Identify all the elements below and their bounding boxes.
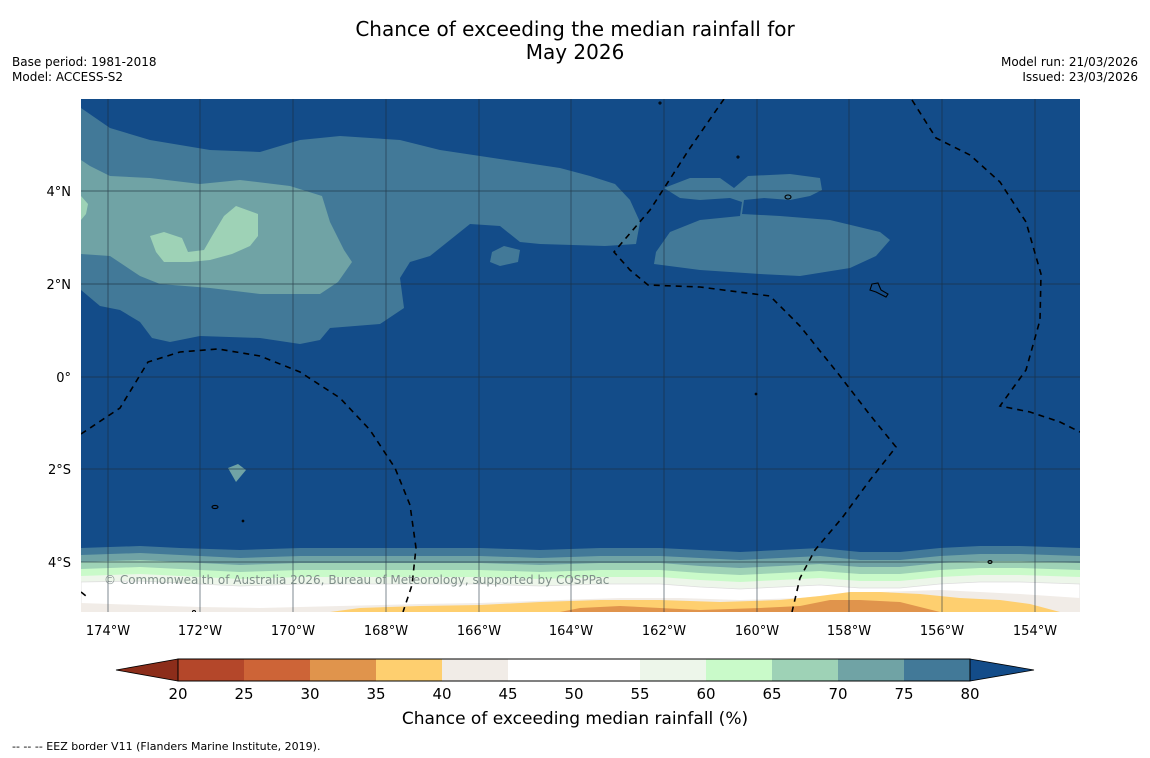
lon-tick-label: 154°W [1013, 624, 1057, 639]
island-outline [987, 560, 993, 564]
colorbar-tick-label: 60 [696, 685, 715, 703]
contour-65-70-patch-1 [150, 206, 258, 262]
contour-70-75-small [228, 464, 246, 482]
lat-tick-label: 4°N [47, 185, 72, 200]
colorbar-segment [376, 659, 442, 681]
colorbar-segment [508, 659, 574, 681]
map-area: © Commonwealth of Australia 2026, Bureau… [81, 99, 1080, 612]
model-text: Model: ACCESS-S2 [12, 70, 124, 84]
model-run-text: Model run: 21/03/2026 [1000, 55, 1138, 69]
lat-tick-label: 2°N [47, 278, 72, 293]
title-line-2: May 2026 [525, 40, 625, 64]
colorbar-tick-label: 25 [234, 685, 253, 703]
colorbar-segment [640, 659, 706, 681]
colorbar-segment [772, 659, 838, 681]
island-outline [736, 155, 740, 159]
colorbar-segment [244, 659, 310, 681]
base-period-text: Base period: 1981-2018 [12, 55, 157, 69]
colorbar: 20 25 30 35 40 45 50 55 60 65 70 75 80 [115, 658, 1035, 703]
eez-border-central [612, 99, 898, 612]
colorbar-segments [178, 659, 970, 681]
lat-tick-label: 2°S [48, 463, 71, 478]
eez-borders [81, 99, 1080, 612]
meta-right: Model run: 21/03/2026 Issued: 23/03/2026 [1001, 55, 1138, 85]
lon-tick-label: 164°W [549, 624, 593, 639]
colorbar-extend-low [115, 658, 179, 682]
lat-tick-labels: 4°N 2°N 0° 2°S 4°S [47, 185, 72, 571]
island-outline [658, 101, 662, 105]
meta-left: Base period: 1981-2018 Model: ACCESS-S2 [12, 55, 157, 85]
title-line-1: Chance of exceeding the median rainfall … [355, 17, 795, 41]
colorbar-tick-label: 35 [366, 685, 385, 703]
contour-75-80-northeast [654, 174, 890, 276]
lat-tick-label: 0° [56, 371, 71, 386]
islands [191, 101, 993, 612]
issued-text: Issued: 23/03/2026 [1022, 70, 1138, 84]
colorbar-segment [706, 659, 772, 681]
colorbar-tick-label: 20 [168, 685, 187, 703]
colorbar-tick-label: 65 [762, 685, 781, 703]
eez-legend-text: -- -- -- EEZ border V11 (Flanders Marine… [12, 740, 321, 753]
copyright-text: © Commonwealth of Australia 2026, Bureau… [104, 573, 609, 587]
lon-tick-label: 170°W [271, 624, 315, 639]
island-outline [191, 609, 197, 612]
colorbar-tick-label: 75 [894, 685, 913, 703]
eez-border-southeast [81, 591, 87, 597]
colorbar-segment [574, 659, 640, 681]
lon-tick-label: 162°W [642, 624, 686, 639]
lon-tick-label: 168°W [364, 624, 408, 639]
island-outline [211, 504, 219, 510]
map-title: Chance of exceeding the median rainfall … [0, 18, 1150, 64]
contour-south-30-35 [560, 600, 940, 612]
lon-tick-label: 160°W [735, 624, 779, 639]
lon-tick-label: 166°W [457, 624, 501, 639]
island-outline [241, 519, 245, 523]
contour-65-70-patch-2 [81, 196, 88, 220]
colorbar-tick-label: 70 [828, 685, 847, 703]
lon-tick-label: 172°W [178, 624, 222, 639]
colorbar-segment [310, 659, 376, 681]
colorbar-tick-label: 55 [630, 685, 649, 703]
colorbar-tick-label: 45 [498, 685, 517, 703]
lon-tick-label: 158°W [827, 624, 871, 639]
island-outline [869, 282, 889, 298]
lon-tick-label: 174°W [86, 624, 130, 639]
colorbar-tick-label: 40 [432, 685, 451, 703]
colorbar-tick-label: 80 [960, 685, 979, 703]
colorbar-outline [177, 658, 971, 682]
colorbar-tick-label: 30 [300, 685, 319, 703]
island-outline [784, 194, 792, 200]
colorbar-tick-label: 50 [564, 685, 583, 703]
lon-tick-labels: 174°W 172°W 170°W 168°W 166°W 164°W 162°… [86, 624, 1057, 639]
colorbar-segment [178, 659, 244, 681]
island-outline [754, 392, 758, 396]
colorbar-segment [904, 659, 970, 681]
contour-75-80-small [490, 246, 520, 266]
contour-70-75-northwest [81, 160, 352, 294]
graticule [81, 99, 1080, 612]
colorbar-segment [442, 659, 508, 681]
colorbar-segment [838, 659, 904, 681]
lon-tick-label: 156°W [920, 624, 964, 639]
lat-tick-label: 4°S [48, 556, 71, 571]
colorbar-extend-high [969, 658, 1035, 682]
colorbar-tick-labels: 20 25 30 35 40 45 50 55 60 65 70 75 80 [168, 685, 979, 703]
colorbar-label: Chance of exceeding median rainfall (%) [401, 709, 749, 729]
